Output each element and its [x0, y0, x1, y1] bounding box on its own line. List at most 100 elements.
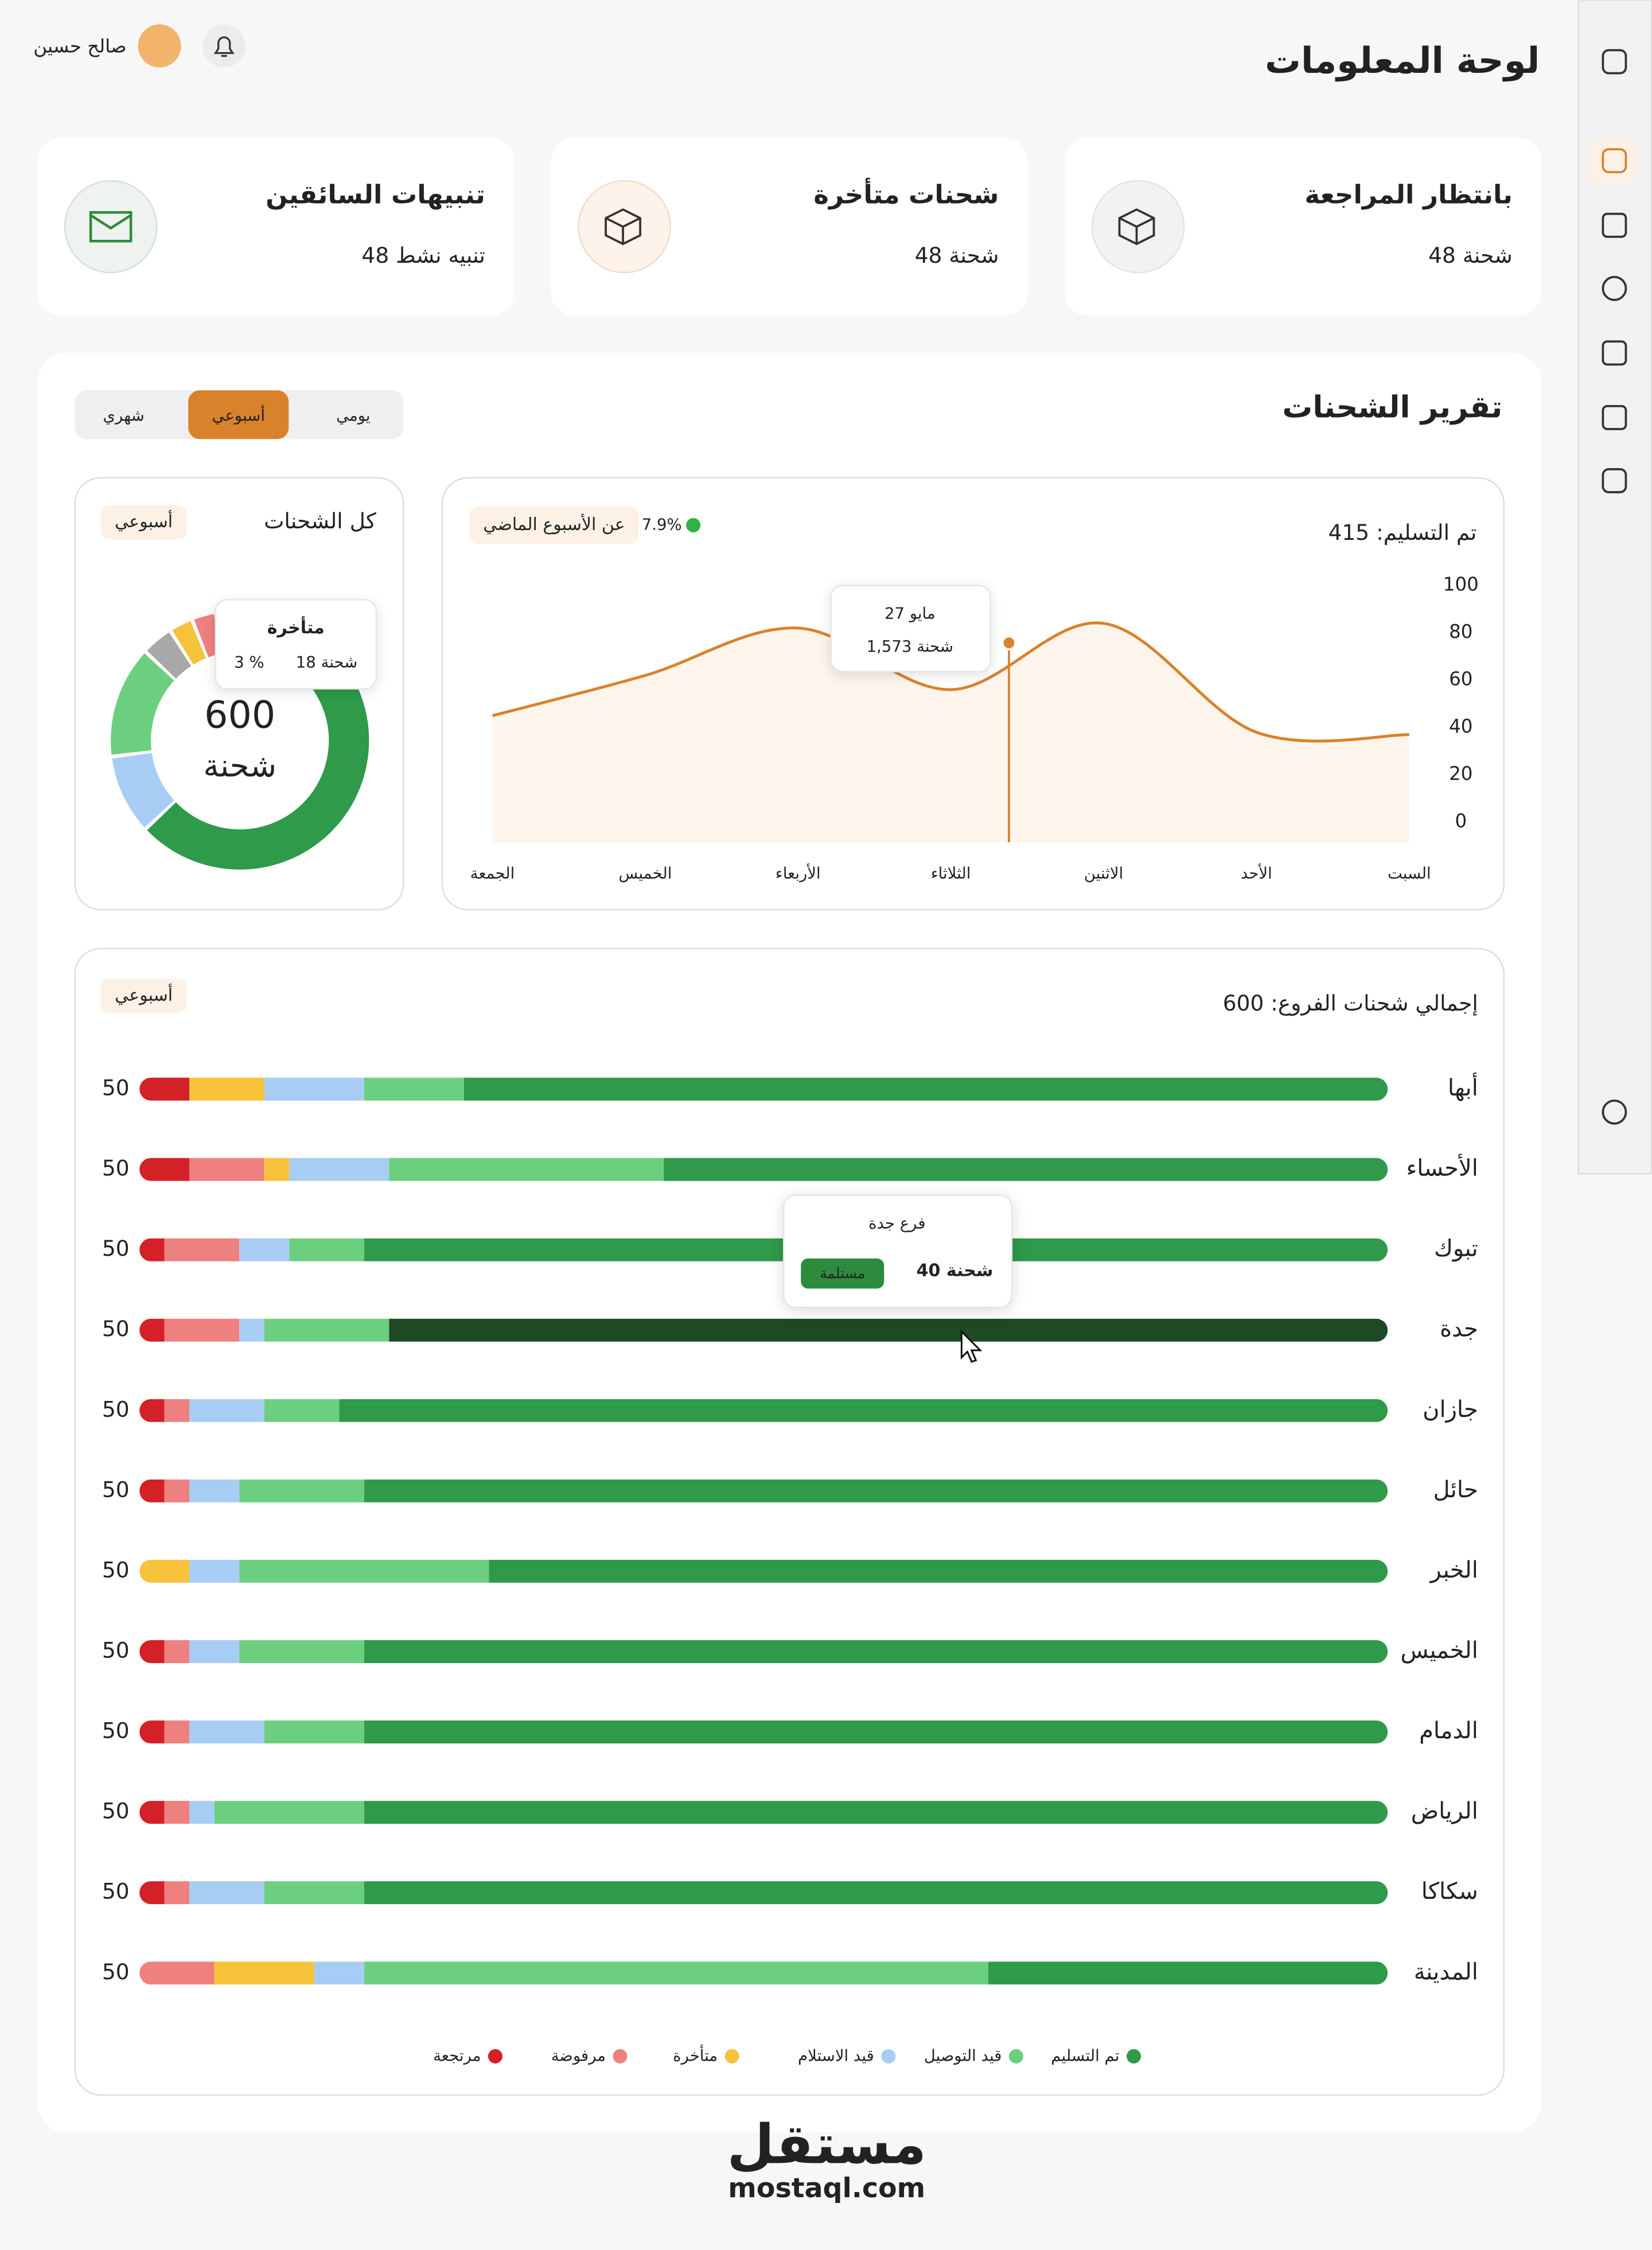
collapse-icon[interactable]: [1602, 49, 1627, 75]
badge-text: عن الأسبوع الماضي: [483, 513, 625, 535]
badge: [100, 978, 187, 1013]
bar-segment: [239, 1479, 364, 1502]
donut-center-value: 600: [204, 694, 275, 737]
bar-segment: [239, 1238, 290, 1262]
y-tick-label: 40: [1449, 715, 1472, 737]
bar-segment: [239, 1559, 489, 1583]
bar-segment: [139, 1479, 165, 1502]
category-label: المدينة: [1414, 1959, 1478, 1985]
bar-segment: [189, 1720, 264, 1744]
category-label: الخبر: [1429, 1557, 1478, 1583]
bar-segment: [264, 1158, 290, 1181]
legend-dot: [1008, 2049, 1023, 2064]
category-label: تبوك: [1434, 1236, 1478, 1262]
notification-button[interactable]: [202, 24, 246, 68]
tab[interactable]: أسبوعي: [212, 404, 265, 425]
category-label: جدة: [1440, 1316, 1478, 1342]
bar-segment: [364, 1077, 464, 1101]
card: [37, 138, 514, 316]
legend-dot: [488, 2049, 502, 2064]
donut-segment: [147, 632, 192, 679]
line-title: تم التسليم: 415: [1328, 520, 1477, 545]
box-glyph: [605, 208, 641, 246]
card-subtitle: 48 شحنة: [1428, 243, 1513, 268]
report-title: تقرير الشحنات: [1283, 390, 1503, 425]
watermark: مستقل: [727, 2113, 926, 2176]
box-glyph: [1118, 208, 1155, 246]
bar-segment: [164, 1399, 190, 1422]
row-total: 50: [102, 1879, 130, 1904]
bar-segment: [239, 1318, 264, 1342]
tab[interactable]: يومي: [336, 406, 371, 425]
mail-icon[interactable]: [1602, 468, 1627, 493]
category-label: الخميس: [1400, 1637, 1478, 1664]
bar-segment: [139, 1077, 190, 1101]
bar-segment: [489, 1559, 1388, 1583]
bar-segment: [139, 1720, 165, 1744]
users-icon[interactable]: [1602, 275, 1627, 301]
tooltip-percent: 3 %: [234, 653, 264, 672]
category-label: حائل: [1433, 1477, 1478, 1503]
card-subtitle: 48 تنبيه نشط: [361, 243, 485, 268]
legend-label: مرفوضة: [551, 2046, 606, 2065]
page-title: لوحة المعلومات: [1265, 40, 1540, 81]
tooltip-title: متأخرة: [267, 616, 325, 638]
category-label: الرياض: [1411, 1798, 1478, 1824]
avatar[interactable]: [138, 24, 181, 68]
y-tick-label: 20: [1449, 763, 1472, 785]
bar-segment: [389, 1158, 664, 1181]
tooltip: [782, 1194, 1013, 1308]
legend-dot: [881, 2049, 896, 2064]
tooltip-label: 1,573 شحنة: [867, 637, 953, 656]
badge: [100, 505, 187, 540]
bar-segment: [164, 1640, 190, 1663]
bar-card: [74, 948, 1505, 2096]
bar-segment: [239, 1640, 364, 1663]
bar-segment: [189, 1158, 264, 1181]
row-total: 50: [102, 1637, 130, 1663]
bar-segment: [264, 1318, 389, 1342]
row-total: 50: [102, 1557, 130, 1582]
bar-segment: [139, 1158, 190, 1181]
card: [1065, 138, 1541, 316]
row-total: 50: [102, 1075, 130, 1100]
row-total: 50: [102, 1959, 130, 1984]
cursor: [960, 1329, 983, 1363]
bar-segment: [364, 1479, 1388, 1502]
category-label: جازان: [1423, 1396, 1478, 1423]
active-nav[interactable]: [1589, 138, 1639, 184]
row-total: 50: [102, 1799, 130, 1824]
bar-segment: [189, 1479, 240, 1502]
bar-segment: [189, 1559, 240, 1583]
category-label: سكاكا: [1421, 1878, 1478, 1905]
bell-icon: [213, 36, 235, 57]
bar-segment: [189, 1399, 264, 1422]
bar-segment: [214, 1801, 364, 1824]
bar-segment: [139, 1640, 165, 1663]
card-title: تنبيهات السائقين: [266, 180, 485, 210]
tooltip: [830, 585, 991, 672]
bar-segment: [364, 1881, 1388, 1905]
donut-title: كل الشحنات: [264, 508, 376, 534]
y-tick-label: 100: [1443, 574, 1479, 595]
box-icon[interactable]: [1602, 212, 1627, 238]
donut-segment: [112, 753, 174, 828]
tab[interactable]: شهري: [103, 406, 144, 425]
truck-icon[interactable]: [1602, 340, 1627, 366]
badge: [469, 506, 639, 544]
bar-segment: [139, 1238, 165, 1262]
bar-segment: [164, 1238, 240, 1262]
bar-segment: [164, 1801, 190, 1824]
bar-segment: [389, 1318, 1388, 1342]
bar-segment: [139, 1559, 190, 1583]
dashboard-icon[interactable]: [1602, 148, 1627, 174]
tooltip-title: فرع جدة: [868, 1214, 925, 1233]
bar-segment: [214, 1961, 314, 1985]
bar-segment: [164, 1479, 190, 1502]
x-tick-label: الخميس: [618, 864, 672, 882]
category-label: الدمام: [1419, 1718, 1478, 1744]
building-icon[interactable]: [1602, 404, 1627, 430]
y-tick-label: 80: [1449, 621, 1472, 643]
logout-icon[interactable]: [1602, 1099, 1627, 1125]
